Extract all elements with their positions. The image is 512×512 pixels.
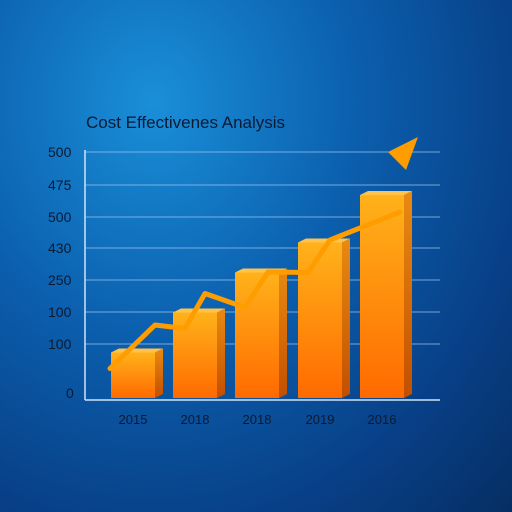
x-tick-label: 2016: [368, 412, 397, 427]
bar-side: [279, 268, 287, 398]
bar-top: [173, 308, 225, 313]
bar: [235, 268, 287, 398]
bar-side: [217, 308, 225, 398]
y-tick-label: 475: [48, 177, 72, 193]
x-tick-labels: 2015 2018 2018 2019 2016: [119, 412, 397, 427]
bar-side: [404, 191, 412, 398]
y-tick-label: 430: [48, 240, 72, 256]
y-tick-label: 100: [48, 304, 72, 320]
y-tick-labels: 500 475 500 430 250 100 100 0: [48, 144, 74, 401]
x-tick-label: 2018: [181, 412, 210, 427]
y-tick-label: 250: [48, 272, 72, 288]
bar-top: [298, 238, 350, 243]
x-tick-label: 2019: [306, 412, 335, 427]
trend-line: [107, 209, 403, 371]
bar: [360, 191, 412, 398]
bar-top: [111, 348, 163, 353]
trend-line-group: [107, 137, 418, 371]
y-tick-label: 500: [48, 144, 72, 160]
trend-arrowhead: [388, 137, 418, 170]
bar-side: [342, 238, 350, 398]
x-tick-label: 2015: [119, 412, 148, 427]
bar-front: [298, 242, 342, 398]
y-tick-label: 100: [48, 336, 72, 352]
bars: [111, 191, 412, 398]
bar: [111, 348, 163, 398]
bar-front: [173, 312, 217, 398]
y-tick-label: 500: [48, 209, 72, 225]
y-tick-label: 0: [66, 385, 74, 401]
bar-side: [155, 348, 163, 398]
bar-top: [360, 191, 412, 195]
bar-front: [360, 195, 404, 398]
bar: [298, 238, 350, 398]
x-tick-label: 2018: [243, 412, 272, 427]
chart-title: Cost Effectivenes Analysis: [86, 113, 285, 132]
bar: [173, 308, 225, 398]
